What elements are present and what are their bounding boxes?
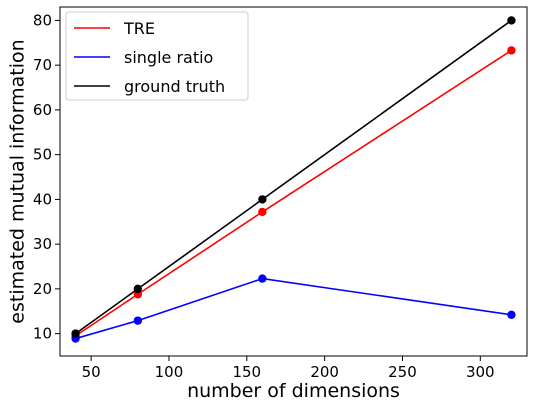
single-ratio-line [75, 277, 512, 340]
x-axis-label: number of dimensions [187, 380, 400, 402]
ground-truth-point [258, 195, 267, 204]
tre-point [507, 46, 516, 55]
y-axis-label: estimated mutual information [7, 39, 29, 323]
plot-frame [59, 6, 528, 357]
y-tick-label: 10 [33, 325, 52, 343]
y-tick-label: 70 [33, 56, 52, 74]
ground-truth-line [75, 19, 512, 335]
y-tick-label: 80 [33, 11, 52, 29]
y-tick-label: 30 [33, 235, 52, 253]
legend-label-ground-truth: ground truth [124, 77, 225, 96]
x-tick-label: 100 [155, 363, 184, 381]
legend-box [65, 11, 249, 101]
legend-label-single-ratio: single ratio [124, 48, 213, 67]
y-tick-label: 50 [33, 146, 52, 164]
single-ratio-point [507, 310, 516, 320]
single-ratio-point [258, 274, 267, 283]
x-tick-label: 200 [310, 363, 339, 381]
x-tick-label: 50 [82, 363, 101, 381]
y-tick-label: 40 [33, 190, 52, 208]
ground-truth-point [507, 16, 516, 25]
x-tick-label: 300 [466, 363, 495, 381]
tre-point [258, 207, 267, 217]
legend-label-tre: TRE [123, 19, 155, 38]
x-tick-label: 150 [232, 363, 261, 381]
y-tick-label: 60 [33, 101, 52, 119]
tre-line [75, 49, 512, 337]
single-ratio-point [133, 316, 143, 325]
ground-truth-point [71, 329, 80, 338]
ticks-layer: 50 100 150 200 250 300 10 20 30 40 50 60 70 80 [33, 11, 495, 381]
y-tick-label: 20 [33, 280, 52, 298]
ground-truth-point [133, 284, 143, 294]
series-layer [71, 16, 516, 343]
legend: TRE single ratio ground truth [65, 11, 249, 101]
x-tick-label: 250 [388, 363, 417, 381]
